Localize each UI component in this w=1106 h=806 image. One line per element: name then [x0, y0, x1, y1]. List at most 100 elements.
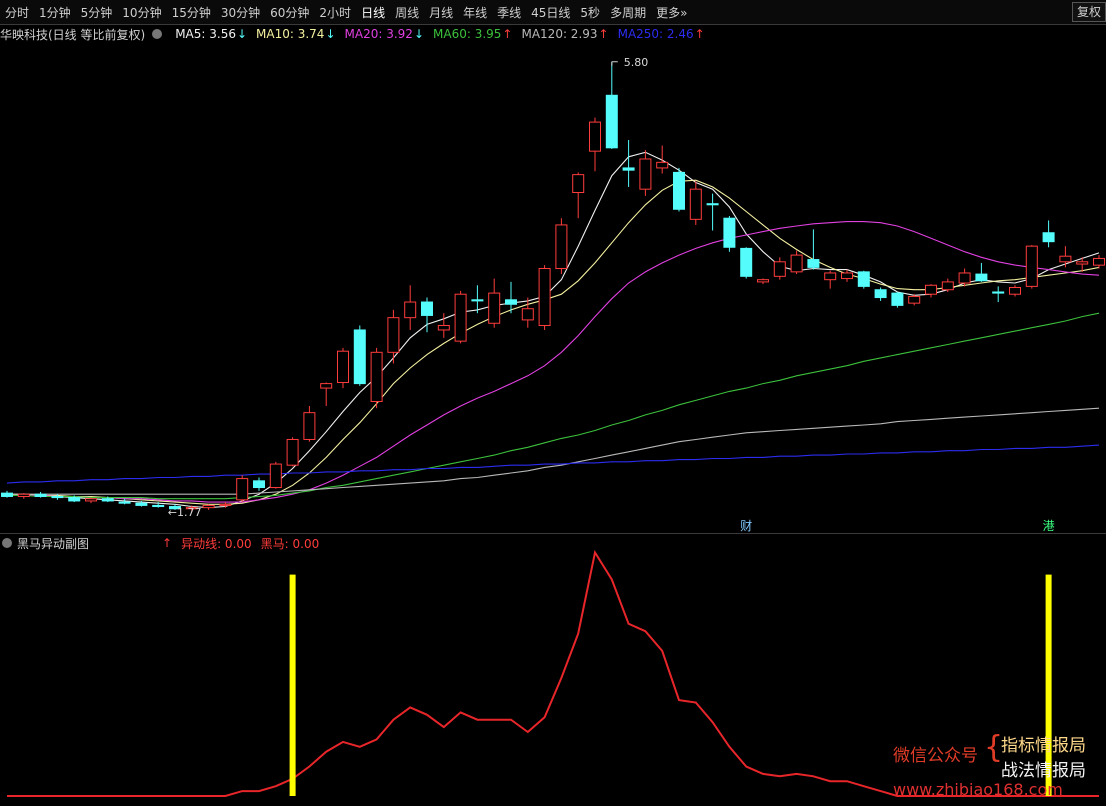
- candle-body: [1042, 232, 1055, 243]
- candle-body: [303, 412, 316, 440]
- candle-body: [538, 268, 551, 326]
- ma-legend: MA250: 2.46: [617, 27, 694, 41]
- candle-body: [1009, 287, 1021, 295]
- candle-body: [857, 271, 870, 287]
- period-tab[interactable]: 30分钟: [220, 5, 261, 20]
- candle-body: [152, 504, 165, 508]
- event-marker: 财: [740, 519, 752, 533]
- candle-body: [958, 272, 971, 284]
- high-label: 5.80: [624, 56, 649, 69]
- candle-body: [740, 247, 753, 277]
- candle-body: [269, 463, 282, 489]
- candle-body: [505, 299, 517, 305]
- toolbar: 分时 1分钟 5分钟 10分钟 15分钟 30分钟 60分钟 2小时 日线 周线 月线 年线 季线 45日…: [0, 0, 1106, 25]
- candle-body: [353, 329, 366, 385]
- ma-trend-arrow: ↓: [236, 27, 248, 41]
- candle-body: [51, 495, 64, 499]
- ma-legend: MA120: 2.93: [521, 27, 598, 41]
- candle-body: [656, 161, 669, 169]
- indicator-title: 黑马异动副图: [17, 536, 90, 551]
- ma-line: [7, 179, 1100, 505]
- candle-body: [17, 493, 30, 497]
- period-tab[interactable]: 5秒: [580, 5, 601, 20]
- candle-body: [454, 293, 467, 342]
- period-tab[interactable]: 分时: [5, 5, 30, 20]
- ma-line: [7, 312, 1100, 500]
- candle-body: [101, 498, 114, 502]
- period-tab[interactable]: 周线: [395, 5, 420, 20]
- candle-body: [135, 502, 148, 506]
- candle-body: [706, 203, 719, 206]
- candle-body: [1093, 257, 1105, 266]
- candle-body: [1, 492, 13, 497]
- candle-body: [841, 272, 853, 280]
- period-tab[interactable]: 10分钟: [122, 5, 162, 20]
- candle-body: [975, 273, 988, 282]
- period-tab[interactable]: 5分钟: [80, 5, 113, 20]
- ma-line: [7, 221, 1100, 503]
- candle-body: [320, 383, 333, 389]
- anomaly-line: [7, 549, 1099, 797]
- candle-body: [555, 224, 568, 270]
- ma-line: [6, 444, 1100, 484]
- ma-trend-arrow: ↓: [413, 27, 424, 41]
- candle-body: [941, 281, 954, 291]
- candle-body: [437, 324, 450, 331]
- candle-body: [723, 217, 736, 248]
- period-tab[interactable]: 1分钟: [39, 5, 71, 20]
- candle-body: [286, 438, 299, 466]
- candle-body: [589, 121, 601, 152]
- candle-body: [404, 301, 417, 319]
- candle-body: [773, 261, 786, 277]
- candle-body: [757, 279, 769, 283]
- period-tab[interactable]: 更多»: [656, 5, 688, 20]
- period-tab[interactable]: 季线: [497, 5, 522, 20]
- candle-body: [185, 507, 198, 510]
- candle-body: [1059, 255, 1072, 263]
- high-marker: [611, 61, 618, 66]
- indicator-legend: 异动线: 0.00: [181, 536, 252, 551]
- period-tab[interactable]: 60分钟: [270, 5, 310, 20]
- period-tab[interactable]: 年线: [463, 5, 488, 20]
- candle-body: [521, 308, 534, 321]
- period-tab[interactable]: 日线: [361, 5, 386, 20]
- candle-body: [68, 497, 81, 502]
- candle-body: [790, 254, 803, 273]
- candle-body: [219, 503, 232, 506]
- candle-body: [908, 295, 921, 304]
- candle-body: [572, 174, 585, 194]
- period-tab[interactable]: 15分钟: [171, 5, 211, 20]
- candle-body: [253, 480, 265, 489]
- main-header: 华映科技(日线 等比前复权) MA5: 3.56 ↓ MA10: 3.74 ↓ MA20…: [0, 26, 706, 42]
- period-tab[interactable]: 45日线: [531, 5, 571, 20]
- fuquan-button[interactable]: 复权: [1071, 2, 1106, 22]
- period-tab[interactable]: 2小时: [319, 5, 352, 20]
- settings-icon[interactable]: [2, 538, 12, 548]
- period-tab[interactable]: 月线: [429, 5, 454, 20]
- candle-body: [874, 289, 887, 299]
- ma-line: [6, 151, 1100, 509]
- candle-body: [370, 351, 383, 402]
- ma-legend: MA5: 3.56: [175, 27, 236, 41]
- sub-header: 黑马异动副图 ↑ 异动线: 0.00 黑马: 0.00: [0, 535, 320, 551]
- candle-body: [202, 504, 215, 509]
- candle-body: [925, 284, 937, 295]
- candle-body: [387, 317, 400, 353]
- candle-body: [622, 167, 635, 171]
- candle-body: [236, 478, 249, 501]
- period-tab[interactable]: 多周期: [610, 5, 647, 20]
- candle-body: [34, 493, 47, 497]
- settings-icon[interactable]: [152, 29, 163, 39]
- candle-body: [992, 291, 1005, 294]
- candle-body: [1025, 245, 1038, 287]
- candle-body: [421, 301, 433, 316]
- candle-body: [471, 299, 484, 302]
- candle-body: [85, 498, 97, 502]
- ma-trend-arrow: ↓: [325, 27, 336, 41]
- candle-body: [891, 292, 904, 306]
- ma-line: [7, 407, 1100, 495]
- ma-trend-arrow: ↑: [598, 27, 609, 41]
- event-marker: 港: [1043, 519, 1055, 533]
- candle-body: [689, 188, 702, 220]
